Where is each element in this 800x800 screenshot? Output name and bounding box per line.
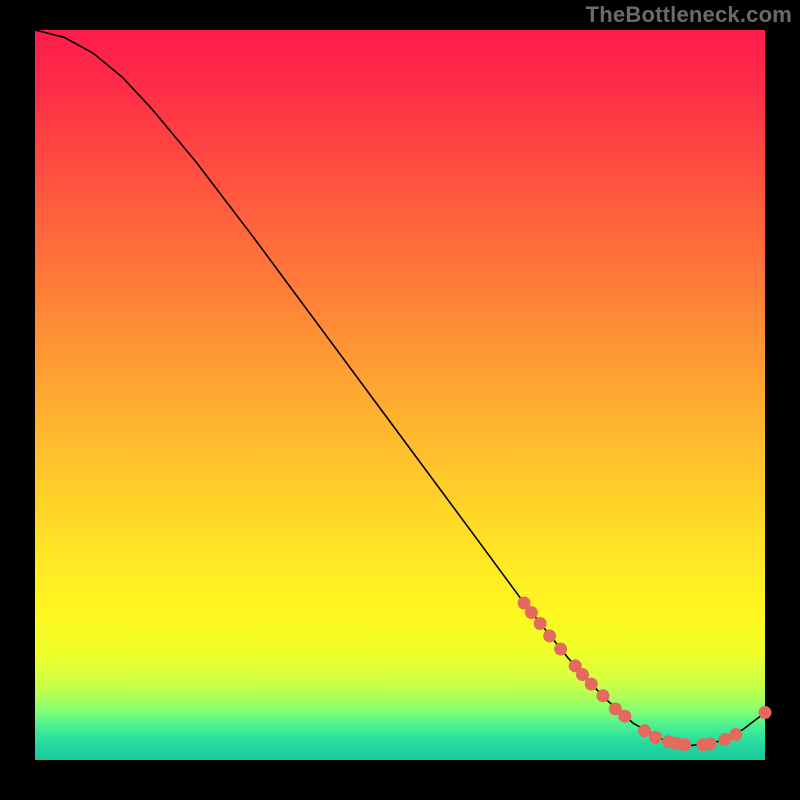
watermark-text: TheBottleneck.com: [586, 2, 792, 28]
marker-point: [585, 678, 598, 691]
bottleneck-curve-chart: [0, 0, 800, 800]
plot-background: [35, 30, 765, 760]
marker-point: [638, 724, 651, 737]
chart-stage: TheBottleneck.com: [0, 0, 800, 800]
marker-point: [649, 731, 662, 744]
marker-point: [678, 738, 691, 751]
marker-point: [525, 606, 538, 619]
marker-point: [596, 689, 609, 702]
marker-point: [554, 643, 567, 656]
marker-point: [534, 617, 547, 630]
marker-point: [759, 706, 772, 719]
marker-point: [704, 737, 717, 750]
marker-point: [543, 629, 556, 642]
marker-point: [618, 710, 631, 723]
marker-point: [729, 728, 742, 741]
